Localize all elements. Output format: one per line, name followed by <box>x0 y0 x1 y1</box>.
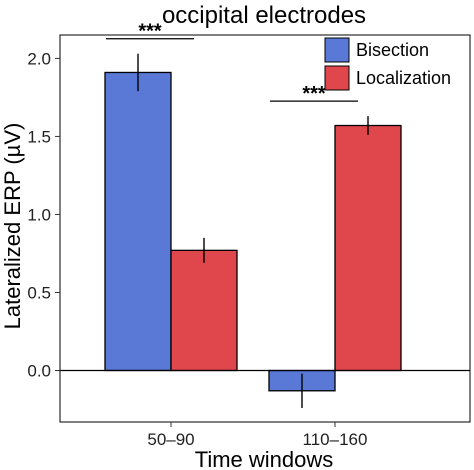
x-axis-label: Time windows <box>195 447 334 470</box>
plot-border <box>59 34 471 423</box>
y-tick-label: 2.0 <box>27 49 51 68</box>
plot-area: 0.0 0.5 1.0 1.5 2.0 50–90 110–160 *** *** <box>27 21 471 449</box>
legend-label: Localization <box>356 68 451 88</box>
x-tick-label: 50–90 <box>147 430 194 449</box>
significance-label: *** <box>138 21 162 43</box>
y-tick-label: 1.5 <box>27 127 51 146</box>
y-tick-label: 1.0 <box>27 205 51 224</box>
legend-label: Bisection <box>356 40 429 60</box>
bar-localization <box>170 249 238 372</box>
chart-title: occipital electrodes <box>162 2 366 29</box>
y-tick-label: 0.0 <box>27 362 51 381</box>
y-axis-label: Lateralized ERP (µV) <box>0 123 25 330</box>
y-tick-label: 0.5 <box>27 283 51 302</box>
legend-swatch <box>324 65 350 91</box>
significance-label: *** <box>302 83 326 105</box>
x-tick-label: 110–160 <box>303 430 368 449</box>
legend-swatch <box>324 37 350 63</box>
legend: Bisection Localization <box>324 37 451 91</box>
bar-bisection <box>104 71 172 372</box>
bar-localization <box>334 124 402 372</box>
